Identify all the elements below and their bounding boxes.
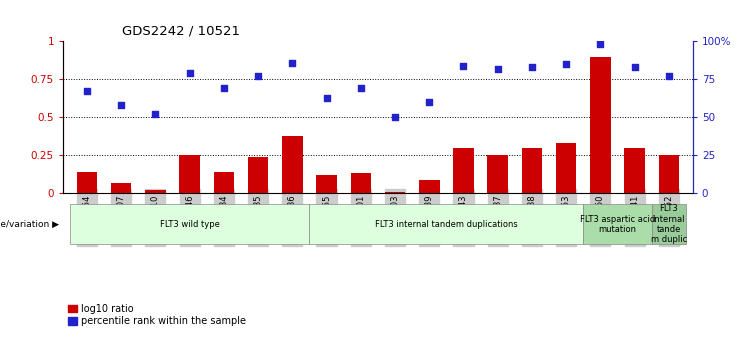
Bar	[590, 57, 611, 193]
Bar	[111, 183, 131, 193]
Bar	[522, 148, 542, 193]
Text: FLT3
internal
tande
m duplic: FLT3 internal tande m duplic	[651, 204, 687, 244]
Text: FLT3 internal tandem duplications: FLT3 internal tandem duplications	[375, 220, 518, 229]
Bar	[625, 148, 645, 193]
Point	[457, 63, 469, 68]
Point	[663, 73, 675, 79]
Point	[81, 89, 93, 94]
Bar	[247, 157, 268, 193]
Bar	[453, 148, 473, 193]
Point	[218, 86, 230, 91]
Legend: log10 ratio, percentile rank within the sample: log10 ratio, percentile rank within the …	[68, 304, 247, 326]
Point	[560, 61, 572, 67]
Bar	[76, 172, 97, 193]
Bar	[385, 192, 405, 193]
FancyBboxPatch shape	[652, 204, 686, 244]
Text: genotype/variation ▶: genotype/variation ▶	[0, 220, 59, 229]
Text: FLT3 aspartic acid
mutation: FLT3 aspartic acid mutation	[580, 215, 655, 234]
Bar	[419, 179, 439, 193]
Point	[526, 65, 538, 70]
Point	[184, 70, 196, 76]
Point	[389, 115, 401, 120]
Bar	[179, 155, 200, 193]
FancyBboxPatch shape	[310, 204, 583, 244]
FancyBboxPatch shape	[70, 204, 310, 244]
Point	[252, 73, 264, 79]
Point	[321, 95, 333, 100]
Bar	[556, 143, 576, 193]
Bar	[488, 155, 508, 193]
Point	[423, 99, 435, 105]
Bar	[659, 155, 679, 193]
Point	[287, 60, 299, 66]
Point	[628, 65, 640, 70]
Point	[594, 42, 606, 47]
Point	[150, 111, 162, 117]
Point	[492, 66, 504, 71]
Text: GDS2242 / 10521: GDS2242 / 10521	[122, 24, 240, 37]
Text: FLT3 wild type: FLT3 wild type	[160, 220, 219, 229]
FancyBboxPatch shape	[583, 204, 652, 244]
Bar	[145, 190, 166, 193]
Bar	[213, 172, 234, 193]
Bar	[350, 174, 371, 193]
Bar	[316, 175, 337, 193]
Point	[116, 102, 127, 108]
Bar	[282, 136, 302, 193]
Point	[355, 86, 367, 91]
